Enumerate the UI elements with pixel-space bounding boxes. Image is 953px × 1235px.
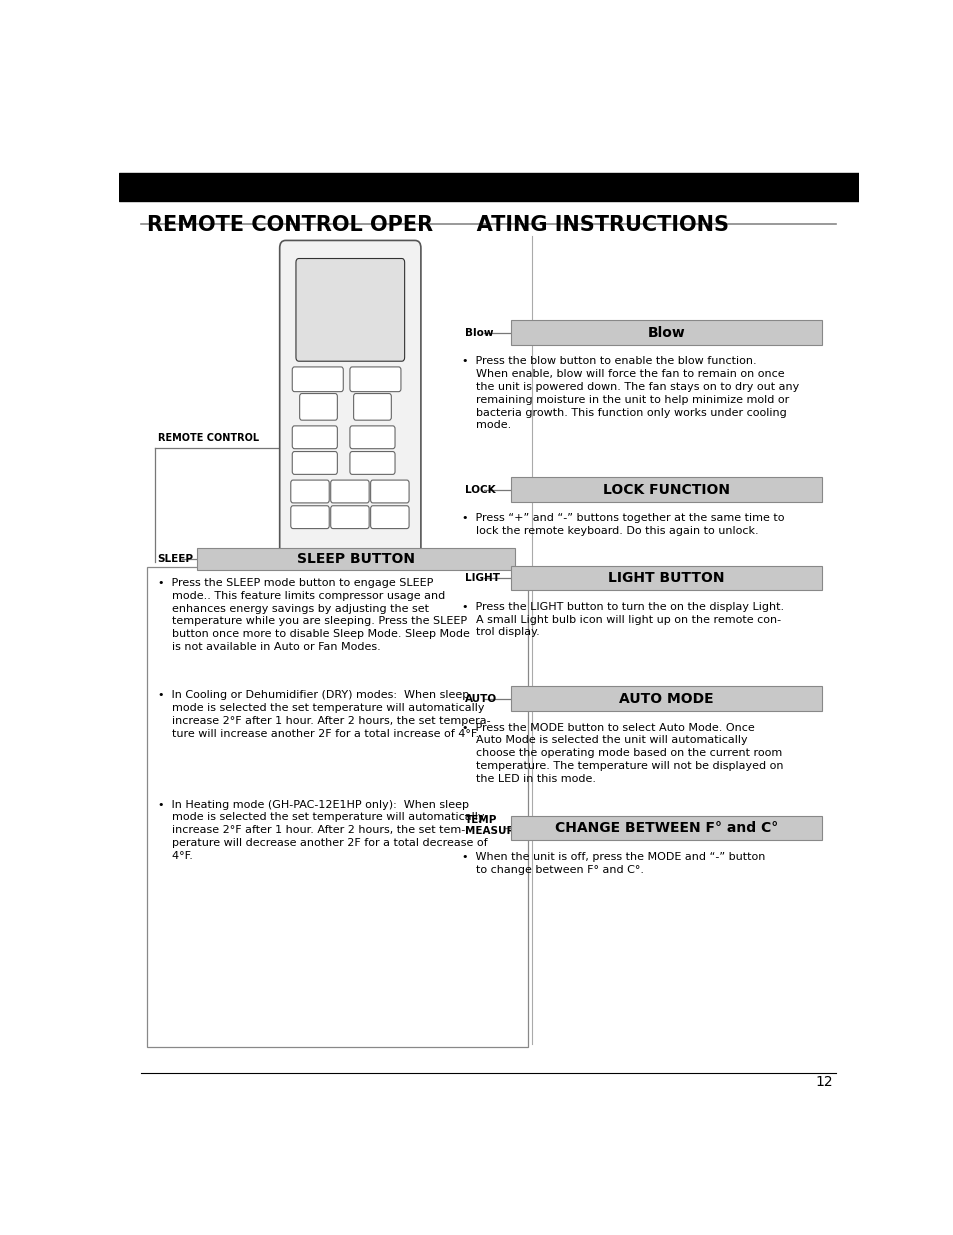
FancyBboxPatch shape bbox=[331, 506, 369, 529]
Text: °F: °F bbox=[369, 291, 374, 296]
Text: •  In Heating mode (GH-PAC-12E1HP only):  When sleep
    mode is selected the se: • In Heating mode (GH-PAC-12E1HP only): … bbox=[157, 799, 487, 861]
Text: TEMP: TEMP bbox=[465, 815, 497, 825]
Text: °C: °C bbox=[369, 314, 375, 319]
Bar bbox=[511, 816, 821, 841]
FancyBboxPatch shape bbox=[292, 367, 343, 391]
Text: TEMP: TEMP bbox=[342, 489, 356, 494]
Bar bbox=[511, 477, 821, 501]
FancyBboxPatch shape bbox=[291, 480, 329, 503]
Text: FAN: FAN bbox=[309, 435, 321, 440]
Text: HOUR: HOUR bbox=[354, 325, 369, 330]
FancyBboxPatch shape bbox=[370, 480, 409, 503]
Text: LIGHT: LIGHT bbox=[382, 515, 397, 520]
Bar bbox=[147, 567, 528, 1047]
Bar bbox=[511, 566, 821, 590]
Text: Blow: Blow bbox=[465, 327, 494, 337]
Text: AUTO: AUTO bbox=[465, 694, 497, 704]
Text: OPER: OPER bbox=[369, 268, 382, 273]
Bar bbox=[511, 687, 821, 711]
Text: AUTO MODE: AUTO MODE bbox=[618, 692, 713, 705]
Text: SLEEP: SLEEP bbox=[341, 515, 357, 520]
Text: −: − bbox=[314, 400, 324, 414]
Text: 12: 12 bbox=[814, 1074, 832, 1089]
FancyBboxPatch shape bbox=[295, 258, 404, 361]
Text: •  Press the MODE button to select Auto Mode. Once
    Auto Mode is selected the: • Press the MODE button to select Auto M… bbox=[461, 722, 782, 784]
Text: ON/OFF: ON/OFF bbox=[306, 377, 330, 382]
Text: LOCK: LOCK bbox=[465, 484, 496, 494]
Text: ON/OFF: ON/OFF bbox=[354, 336, 373, 342]
FancyBboxPatch shape bbox=[354, 394, 391, 420]
Text: SLEEP BUTTON: SLEEP BUTTON bbox=[296, 552, 415, 566]
Text: Blow: Blow bbox=[647, 326, 684, 340]
Text: ● HUMID: ● HUMID bbox=[302, 291, 325, 296]
Text: LIGHT: LIGHT bbox=[465, 573, 499, 583]
Bar bbox=[196, 547, 515, 571]
FancyBboxPatch shape bbox=[299, 394, 337, 420]
FancyBboxPatch shape bbox=[292, 452, 337, 474]
Text: •  Press the LIGHT button to turn the on the display Light.
    A small Light bu: • Press the LIGHT button to turn the on … bbox=[461, 601, 782, 637]
Text: TURBO: TURBO bbox=[300, 515, 319, 520]
Text: 88: 88 bbox=[306, 311, 337, 331]
Bar bbox=[119, 173, 858, 201]
Text: REMOTE CONTROL OPER      ATING INSTRUCTIONS: REMOTE CONTROL OPER ATING INSTRUCTIONS bbox=[147, 215, 729, 235]
Text: AIR  HEALTH  X-FAN: AIR HEALTH X-FAN bbox=[305, 279, 352, 284]
Text: TIMER: TIMER bbox=[381, 489, 397, 494]
Text: MEASURE: MEASURE bbox=[465, 826, 521, 836]
Bar bbox=[511, 320, 821, 345]
Text: ▲ FILTER: ▲ FILTER bbox=[302, 303, 323, 308]
FancyBboxPatch shape bbox=[331, 480, 369, 503]
Text: HEALTH|SAVE: HEALTH|SAVE bbox=[300, 461, 330, 464]
FancyBboxPatch shape bbox=[291, 506, 329, 529]
Text: •  Press the SLEEP mode button to engage SLEEP
    mode.. This feature limits co: • Press the SLEEP mode button to engage … bbox=[157, 578, 469, 652]
Text: •  Press “+” and “-” buttons together at the same time to
    lock the remote ke: • Press “+” and “-” buttons together at … bbox=[461, 514, 783, 536]
Text: ☃☃: ☃☃ bbox=[366, 459, 378, 467]
Text: FAN  AUTO: FAN AUTO bbox=[305, 268, 331, 273]
Text: •  In Cooling or Dehumidifier (DRY) modes:  When sleep
    mode is selected the : • In Cooling or Dehumidifier (DRY) modes… bbox=[157, 690, 490, 739]
FancyBboxPatch shape bbox=[370, 506, 409, 529]
Text: ☃: ☃ bbox=[368, 432, 376, 442]
Text: CHANGE BETWEEN F° and C°: CHANGE BETWEEN F° and C° bbox=[554, 821, 778, 835]
Text: •  When the unit is off, press the MODE and “-” button
    to change between F° : • When the unit is off, press the MODE a… bbox=[461, 852, 764, 874]
FancyBboxPatch shape bbox=[350, 452, 395, 474]
FancyBboxPatch shape bbox=[350, 367, 400, 391]
FancyBboxPatch shape bbox=[292, 426, 337, 448]
FancyBboxPatch shape bbox=[279, 241, 420, 569]
Text: MODE: MODE bbox=[366, 377, 385, 382]
Text: •  Press the blow button to enable the blow function.
    When enable, blow will: • Press the blow button to enable the bl… bbox=[461, 357, 798, 431]
Text: REMOTE CONTROL: REMOTE CONTROL bbox=[157, 433, 258, 443]
Text: ☽  ☀  ➡  ☃: ☽ ☀ ➡ ☃ bbox=[302, 347, 336, 353]
Text: LOCK FUNCTION: LOCK FUNCTION bbox=[602, 483, 729, 496]
Text: %: % bbox=[369, 303, 374, 308]
Text: BLOW: BLOW bbox=[302, 489, 317, 494]
Text: 23.5: 23.5 bbox=[339, 335, 367, 348]
FancyBboxPatch shape bbox=[350, 426, 395, 448]
Text: SLEEP: SLEEP bbox=[157, 555, 193, 564]
Text: LIGHT BUTTON: LIGHT BUTTON bbox=[607, 571, 724, 585]
Text: +: + bbox=[367, 400, 377, 414]
Text: ▲ TURBO: ▲ TURBO bbox=[302, 314, 324, 319]
